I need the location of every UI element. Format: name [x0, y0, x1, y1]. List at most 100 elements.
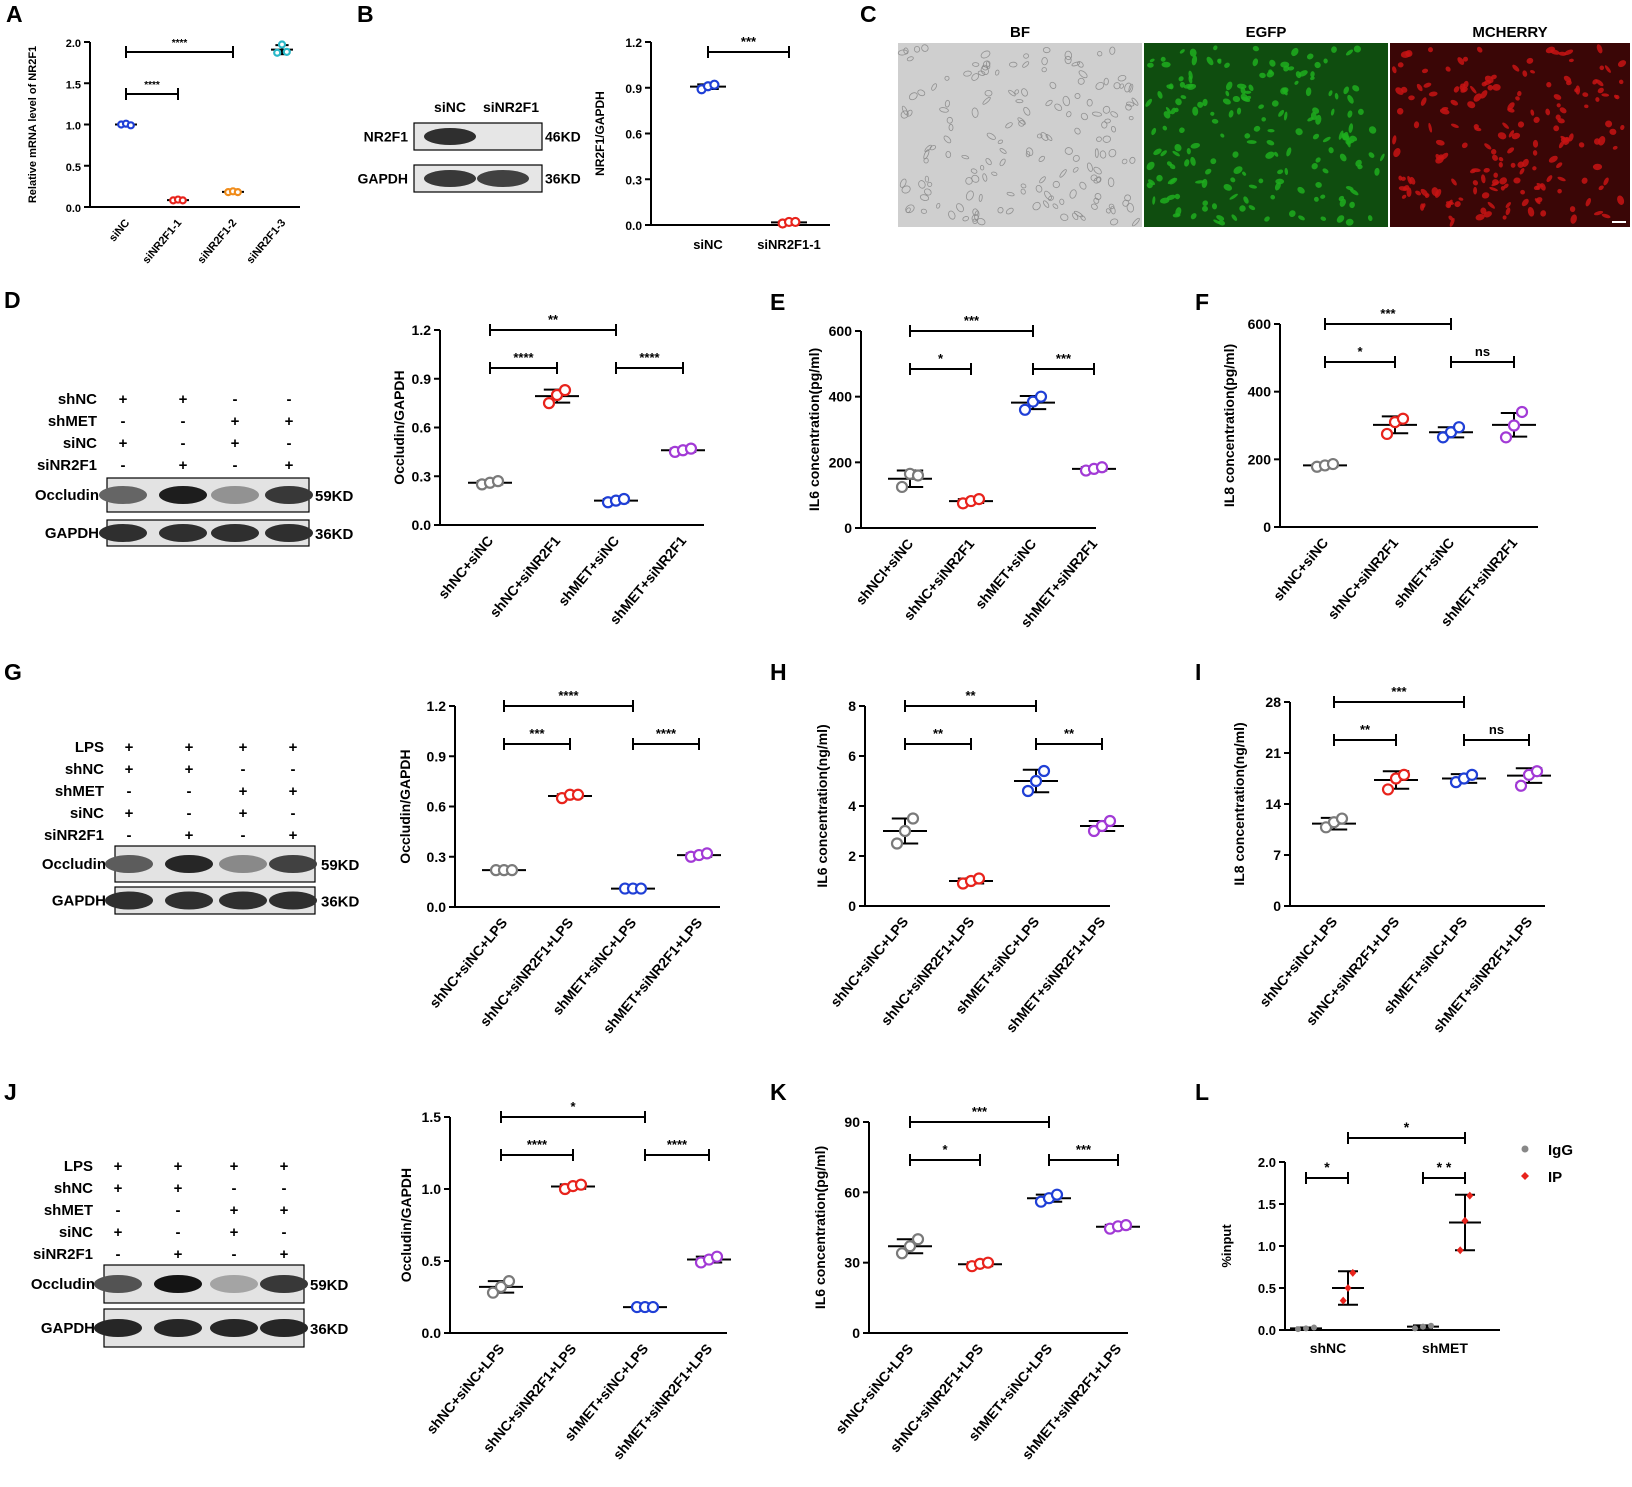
blot-band: [94, 1275, 142, 1293]
cell-mark: [1265, 151, 1275, 159]
cell-mark: [1252, 45, 1260, 52]
cell-mark: [1045, 99, 1053, 107]
cell-mark: [1190, 213, 1197, 220]
cell-mark: [1349, 201, 1355, 209]
blot-band: [211, 524, 259, 542]
y-tick-label: 0: [1273, 898, 1281, 914]
micrograph-cells-egfp: [1145, 45, 1385, 226]
cell-mark: [1248, 184, 1258, 189]
data-point: [903, 1240, 917, 1253]
cell-mark: [1463, 80, 1469, 89]
data-point: [126, 121, 135, 130]
y-tick-label: 0.0: [422, 1325, 442, 1341]
cell-mark: [1160, 56, 1166, 62]
cell-mark: [1395, 87, 1404, 95]
blot-row-label: GAPDH: [52, 893, 106, 910]
cell-mark: [986, 132, 996, 140]
cell-mark: [1530, 109, 1535, 116]
cell-mark: [1532, 150, 1538, 156]
cell-mark: [1036, 133, 1043, 139]
cell-mark: [982, 60, 991, 68]
condition-label: shMET: [48, 413, 97, 430]
cell-mark: [1584, 104, 1589, 109]
micrograph-label-egfp: EGFP: [1246, 24, 1287, 41]
cell-mark: [1220, 133, 1225, 138]
cell-mark: [1179, 127, 1185, 133]
cell-mark: [1557, 118, 1565, 124]
blot-band: [211, 486, 259, 504]
y-tick-label: 0.3: [427, 849, 447, 865]
y-tick-label: 0.3: [412, 468, 432, 484]
y-tick-label: 600: [1248, 316, 1272, 332]
cell-mark: [1274, 151, 1279, 157]
cell-mark: [1163, 111, 1171, 119]
cell-mark: [1481, 192, 1490, 199]
data-point: [709, 79, 720, 90]
cell-mark: [1416, 83, 1423, 92]
cell-mark: [1146, 161, 1155, 171]
cell-mark: [1149, 58, 1155, 63]
cell-mark: [1492, 83, 1501, 91]
cell-mark: [1463, 56, 1468, 62]
cell-mark: [1038, 155, 1046, 162]
data-point: [1335, 812, 1349, 825]
significance-label: ****: [639, 350, 660, 365]
data-point: [574, 1178, 588, 1191]
cell-mark: [1252, 58, 1259, 67]
cell-mark: [1128, 115, 1134, 121]
cell-mark: [945, 151, 952, 158]
condition-label: shNC: [54, 1180, 93, 1197]
cell-mark: [1473, 124, 1479, 130]
cell-mark: [1596, 44, 1603, 54]
condition-sign: +: [285, 413, 294, 430]
data-point: [634, 882, 648, 895]
cell-mark: [1406, 187, 1412, 197]
blot-row-label: GAPDH: [357, 171, 408, 187]
cell-mark: [1072, 154, 1080, 162]
significance-label: **: [548, 312, 559, 327]
cell-mark: [913, 46, 921, 53]
cell-mark: [1438, 154, 1444, 160]
cell-mark: [1020, 183, 1027, 189]
y-tick-label: 6: [848, 748, 856, 764]
cell-mark: [1102, 105, 1111, 114]
condition-sign: +: [280, 1158, 289, 1175]
condition-sign: +: [231, 435, 240, 452]
condition-sign: +: [231, 413, 240, 430]
data-point: [502, 1275, 516, 1288]
cell-mark: [1093, 197, 1100, 204]
cell-mark: [1151, 127, 1157, 136]
cell-mark: [1331, 46, 1337, 53]
cell-mark: [1445, 201, 1455, 205]
cell-mark: [1192, 106, 1199, 116]
cell-mark: [1609, 128, 1617, 135]
cell-mark: [1298, 215, 1305, 221]
y-tick-label: 28: [1265, 694, 1281, 710]
y-tick-label: 0.6: [625, 128, 642, 142]
data-point: [898, 824, 912, 838]
cell-mark: [1473, 186, 1478, 195]
cell-mark: [1526, 57, 1534, 64]
significance-label: ***: [741, 34, 757, 49]
cell-mark: [1020, 188, 1026, 195]
cell-mark: [1492, 179, 1499, 186]
cell-mark: [1348, 123, 1354, 133]
cell-mark: [1099, 150, 1107, 159]
cell-mark: [1558, 51, 1567, 56]
cell-mark: [1313, 196, 1319, 202]
significance-label: *: [1324, 1159, 1330, 1175]
cell-mark: [1421, 203, 1426, 209]
cell-mark: [1540, 210, 1547, 217]
y-tick-label: 1.2: [412, 322, 432, 338]
blot-size-label: 36KD: [315, 526, 354, 543]
cell-mark: [1520, 189, 1525, 195]
data-point: [1021, 784, 1035, 798]
cell-mark: [1295, 128, 1303, 136]
cell-mark: [927, 181, 933, 187]
y-tick-label: 1.0: [422, 1181, 442, 1197]
data-point: [1499, 431, 1513, 444]
cell-mark: [1598, 185, 1604, 191]
cell-mark: [1423, 82, 1432, 88]
condition-sign: -: [187, 805, 192, 822]
lane-label: siNC: [434, 99, 466, 115]
